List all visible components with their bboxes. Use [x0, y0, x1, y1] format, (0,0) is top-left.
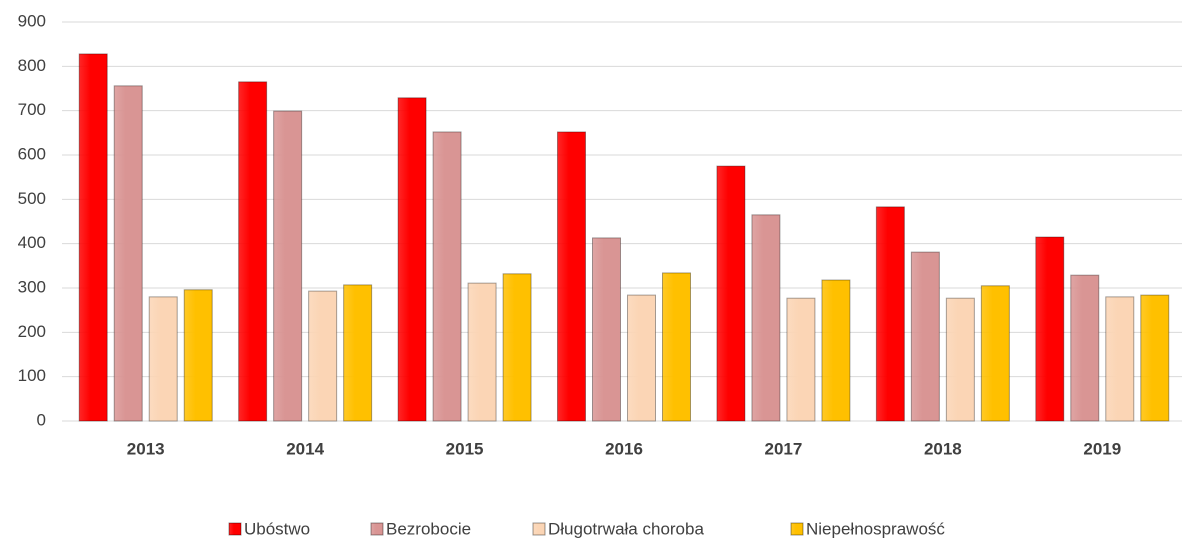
bar: [751, 214, 781, 422]
bar: [662, 272, 691, 422]
bar: [716, 165, 746, 422]
bar: [432, 131, 462, 422]
bar: [502, 273, 532, 422]
y-tick-label: 200: [18, 322, 46, 341]
bar: [183, 289, 213, 422]
legend-swatch: [370, 522, 384, 536]
bar: [592, 237, 621, 422]
bar: [1070, 274, 1100, 422]
bar: [627, 294, 656, 422]
x-tick-label: 2014: [286, 439, 324, 458]
bar: [875, 206, 905, 422]
y-tick-label: 300: [18, 277, 46, 296]
x-tick-label: 2017: [765, 439, 803, 458]
y-tick-label: 500: [18, 189, 46, 208]
bar: [1035, 236, 1065, 422]
bar: [980, 285, 1010, 422]
bar: [273, 110, 303, 422]
y-tick-label: 800: [18, 56, 46, 75]
bar: [1105, 296, 1135, 422]
y-tick-label: 100: [18, 366, 46, 385]
bar: [148, 296, 178, 422]
legend-label: Niepełnosprawość: [806, 519, 945, 538]
bar: [467, 282, 497, 422]
bar: [113, 85, 143, 422]
bar: [397, 97, 427, 422]
bar: [308, 290, 338, 422]
bar: [343, 284, 373, 422]
bar: [238, 81, 268, 422]
y-tick-label: 400: [18, 233, 46, 252]
legend-label: Ubóstwo: [244, 519, 310, 538]
y-tick-label: 600: [18, 144, 46, 163]
legend-label: Bezrobocie: [386, 519, 471, 538]
x-tick-label: 2019: [1083, 439, 1121, 458]
legend-swatch: [790, 522, 804, 536]
bar: [786, 297, 816, 422]
y-tick-label: 700: [18, 100, 46, 119]
legend-swatch: [532, 522, 546, 536]
bar: [1140, 294, 1170, 422]
x-tick-label: 2018: [924, 439, 962, 458]
bar: [78, 53, 108, 422]
bar: [945, 297, 975, 422]
bar: [910, 251, 940, 422]
legend-label: Długotrwała choroba: [548, 519, 704, 538]
y-tick-label: 900: [18, 11, 46, 30]
x-tick-label: 2013: [127, 439, 165, 458]
x-tick-label: 2015: [446, 439, 484, 458]
bar: [557, 131, 586, 422]
y-tick-label: 0: [37, 410, 46, 429]
x-tick-label: 2016: [605, 439, 643, 458]
legend-swatch: [228, 522, 242, 536]
bar: [821, 279, 851, 422]
